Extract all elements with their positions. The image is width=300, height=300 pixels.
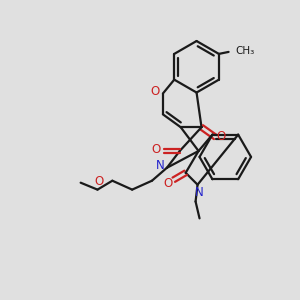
Text: O: O	[163, 177, 172, 190]
Text: O: O	[150, 85, 160, 98]
Text: N: N	[155, 159, 164, 172]
Text: O: O	[95, 175, 104, 188]
Text: O: O	[217, 130, 226, 142]
Text: O: O	[151, 142, 160, 155]
Text: N: N	[195, 186, 204, 199]
Text: CH₃: CH₃	[236, 46, 255, 56]
